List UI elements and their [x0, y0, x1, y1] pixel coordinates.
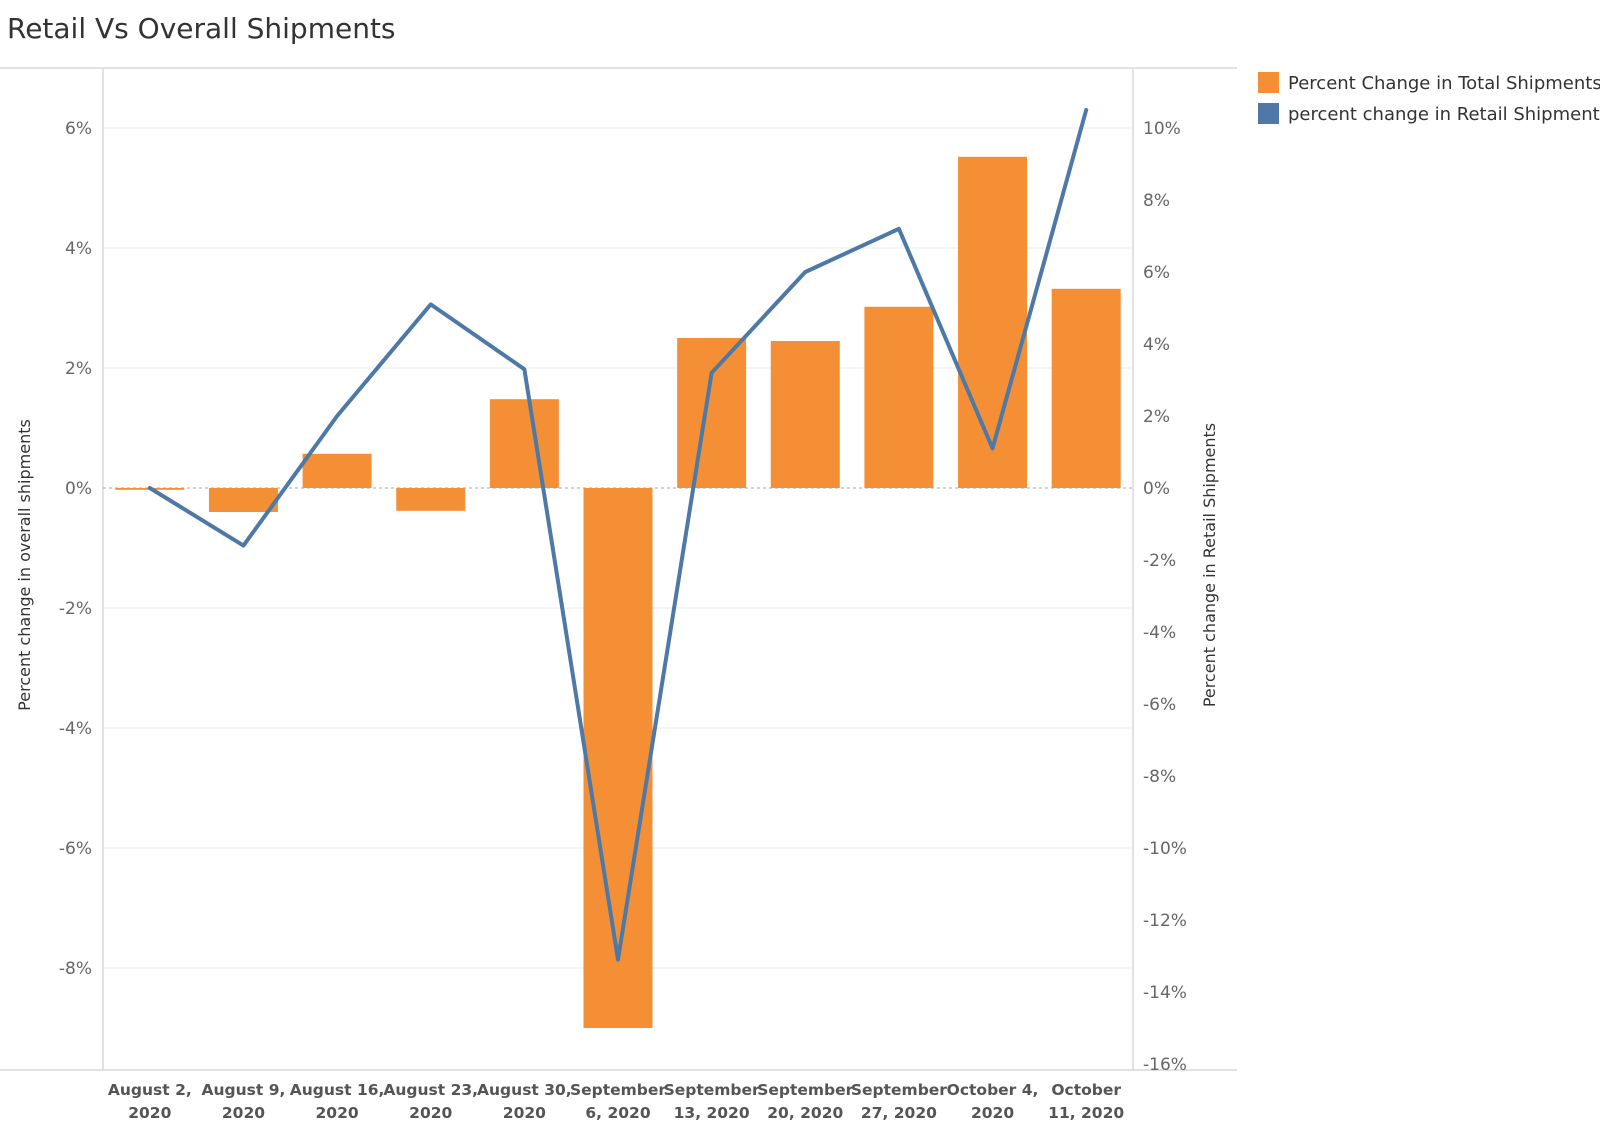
- left-tick-label: -8%: [59, 959, 92, 979]
- bar: [677, 338, 747, 488]
- legend-swatch: [1258, 103, 1279, 124]
- right-tick-label: -6%: [1143, 695, 1176, 715]
- legend-label: Percent Change in Total Shipments: [1288, 73, 1600, 94]
- right-tick-label: -8%: [1143, 767, 1176, 787]
- left-tick-label: 6%: [65, 119, 92, 139]
- left-axis-ticks: 6% 4% 2% 0% -2% -4% -6% -8%: [59, 119, 92, 979]
- left-tick-label: -4%: [59, 719, 92, 739]
- category-label: September 6, 2020: [570, 1081, 666, 1122]
- category-label: August 2, 2020: [108, 1081, 192, 1122]
- category-label: August 23, 2020: [383, 1081, 478, 1122]
- category-label: September 13, 2020: [664, 1081, 760, 1122]
- right-tick-label: 6%: [1143, 263, 1170, 283]
- bar: [770, 341, 840, 488]
- legend-swatch: [1258, 72, 1279, 93]
- category-label: August 30, 2020: [477, 1081, 572, 1122]
- category-label: September 20, 2020: [757, 1081, 853, 1122]
- right-tick-label: -2%: [1143, 551, 1176, 571]
- right-axis-ticks: 10% 8% 6% 4% 2% 0% -2% -4% -6% -8% -10% -12% -14% -16…: [1143, 119, 1187, 1075]
- right-tick-label: -10%: [1143, 839, 1187, 859]
- legend-label: percent change in Retail Shipments: [1288, 104, 1600, 125]
- bar: [583, 488, 653, 1028]
- line-series: [147, 108, 1089, 962]
- chart-title: Retail Vs Overall Shipments: [7, 12, 396, 45]
- bar-series: [115, 156, 1121, 1028]
- right-tick-label: -14%: [1143, 983, 1187, 1003]
- bar: [864, 306, 934, 488]
- right-tick-label: 0%: [1143, 479, 1170, 499]
- right-tick-label: 4%: [1143, 335, 1170, 355]
- category-label: October 11, 2020: [1048, 1081, 1124, 1122]
- category-label: September 27, 2020: [851, 1081, 947, 1122]
- left-tick-label: 4%: [65, 239, 92, 259]
- left-axis-title: Percent change in overall shipments: [15, 419, 34, 711]
- bar: [958, 156, 1028, 489]
- right-tick-label: 10%: [1143, 119, 1181, 139]
- category-label: August 16, 2020: [290, 1081, 385, 1122]
- left-tick-label: -6%: [59, 839, 92, 859]
- bar: [489, 399, 559, 488]
- chart-frame: [0, 67, 1237, 1071]
- left-tick-label: 0%: [65, 479, 92, 499]
- retail-line: [147, 108, 1089, 962]
- left-tick-label: -2%: [59, 599, 92, 619]
- left-tick-label: 2%: [65, 359, 92, 379]
- right-tick-label: -16%: [1143, 1055, 1187, 1075]
- bar: [208, 488, 278, 512]
- bar: [302, 453, 372, 488]
- right-tick-label: 2%: [1143, 407, 1170, 427]
- right-axis-title: Percent change in Retail Shipments: [1200, 423, 1219, 707]
- bar: [396, 488, 466, 511]
- right-tick-label: 8%: [1143, 191, 1170, 211]
- category-label: August 9, 2020: [202, 1081, 286, 1122]
- bar: [1051, 288, 1121, 488]
- right-tick-label: -12%: [1143, 911, 1187, 931]
- legend: Percent Change in Total Shipments percent…: [1258, 72, 1600, 125]
- category-label: October 4, 2020: [947, 1081, 1039, 1122]
- right-tick-label: -4%: [1143, 623, 1176, 643]
